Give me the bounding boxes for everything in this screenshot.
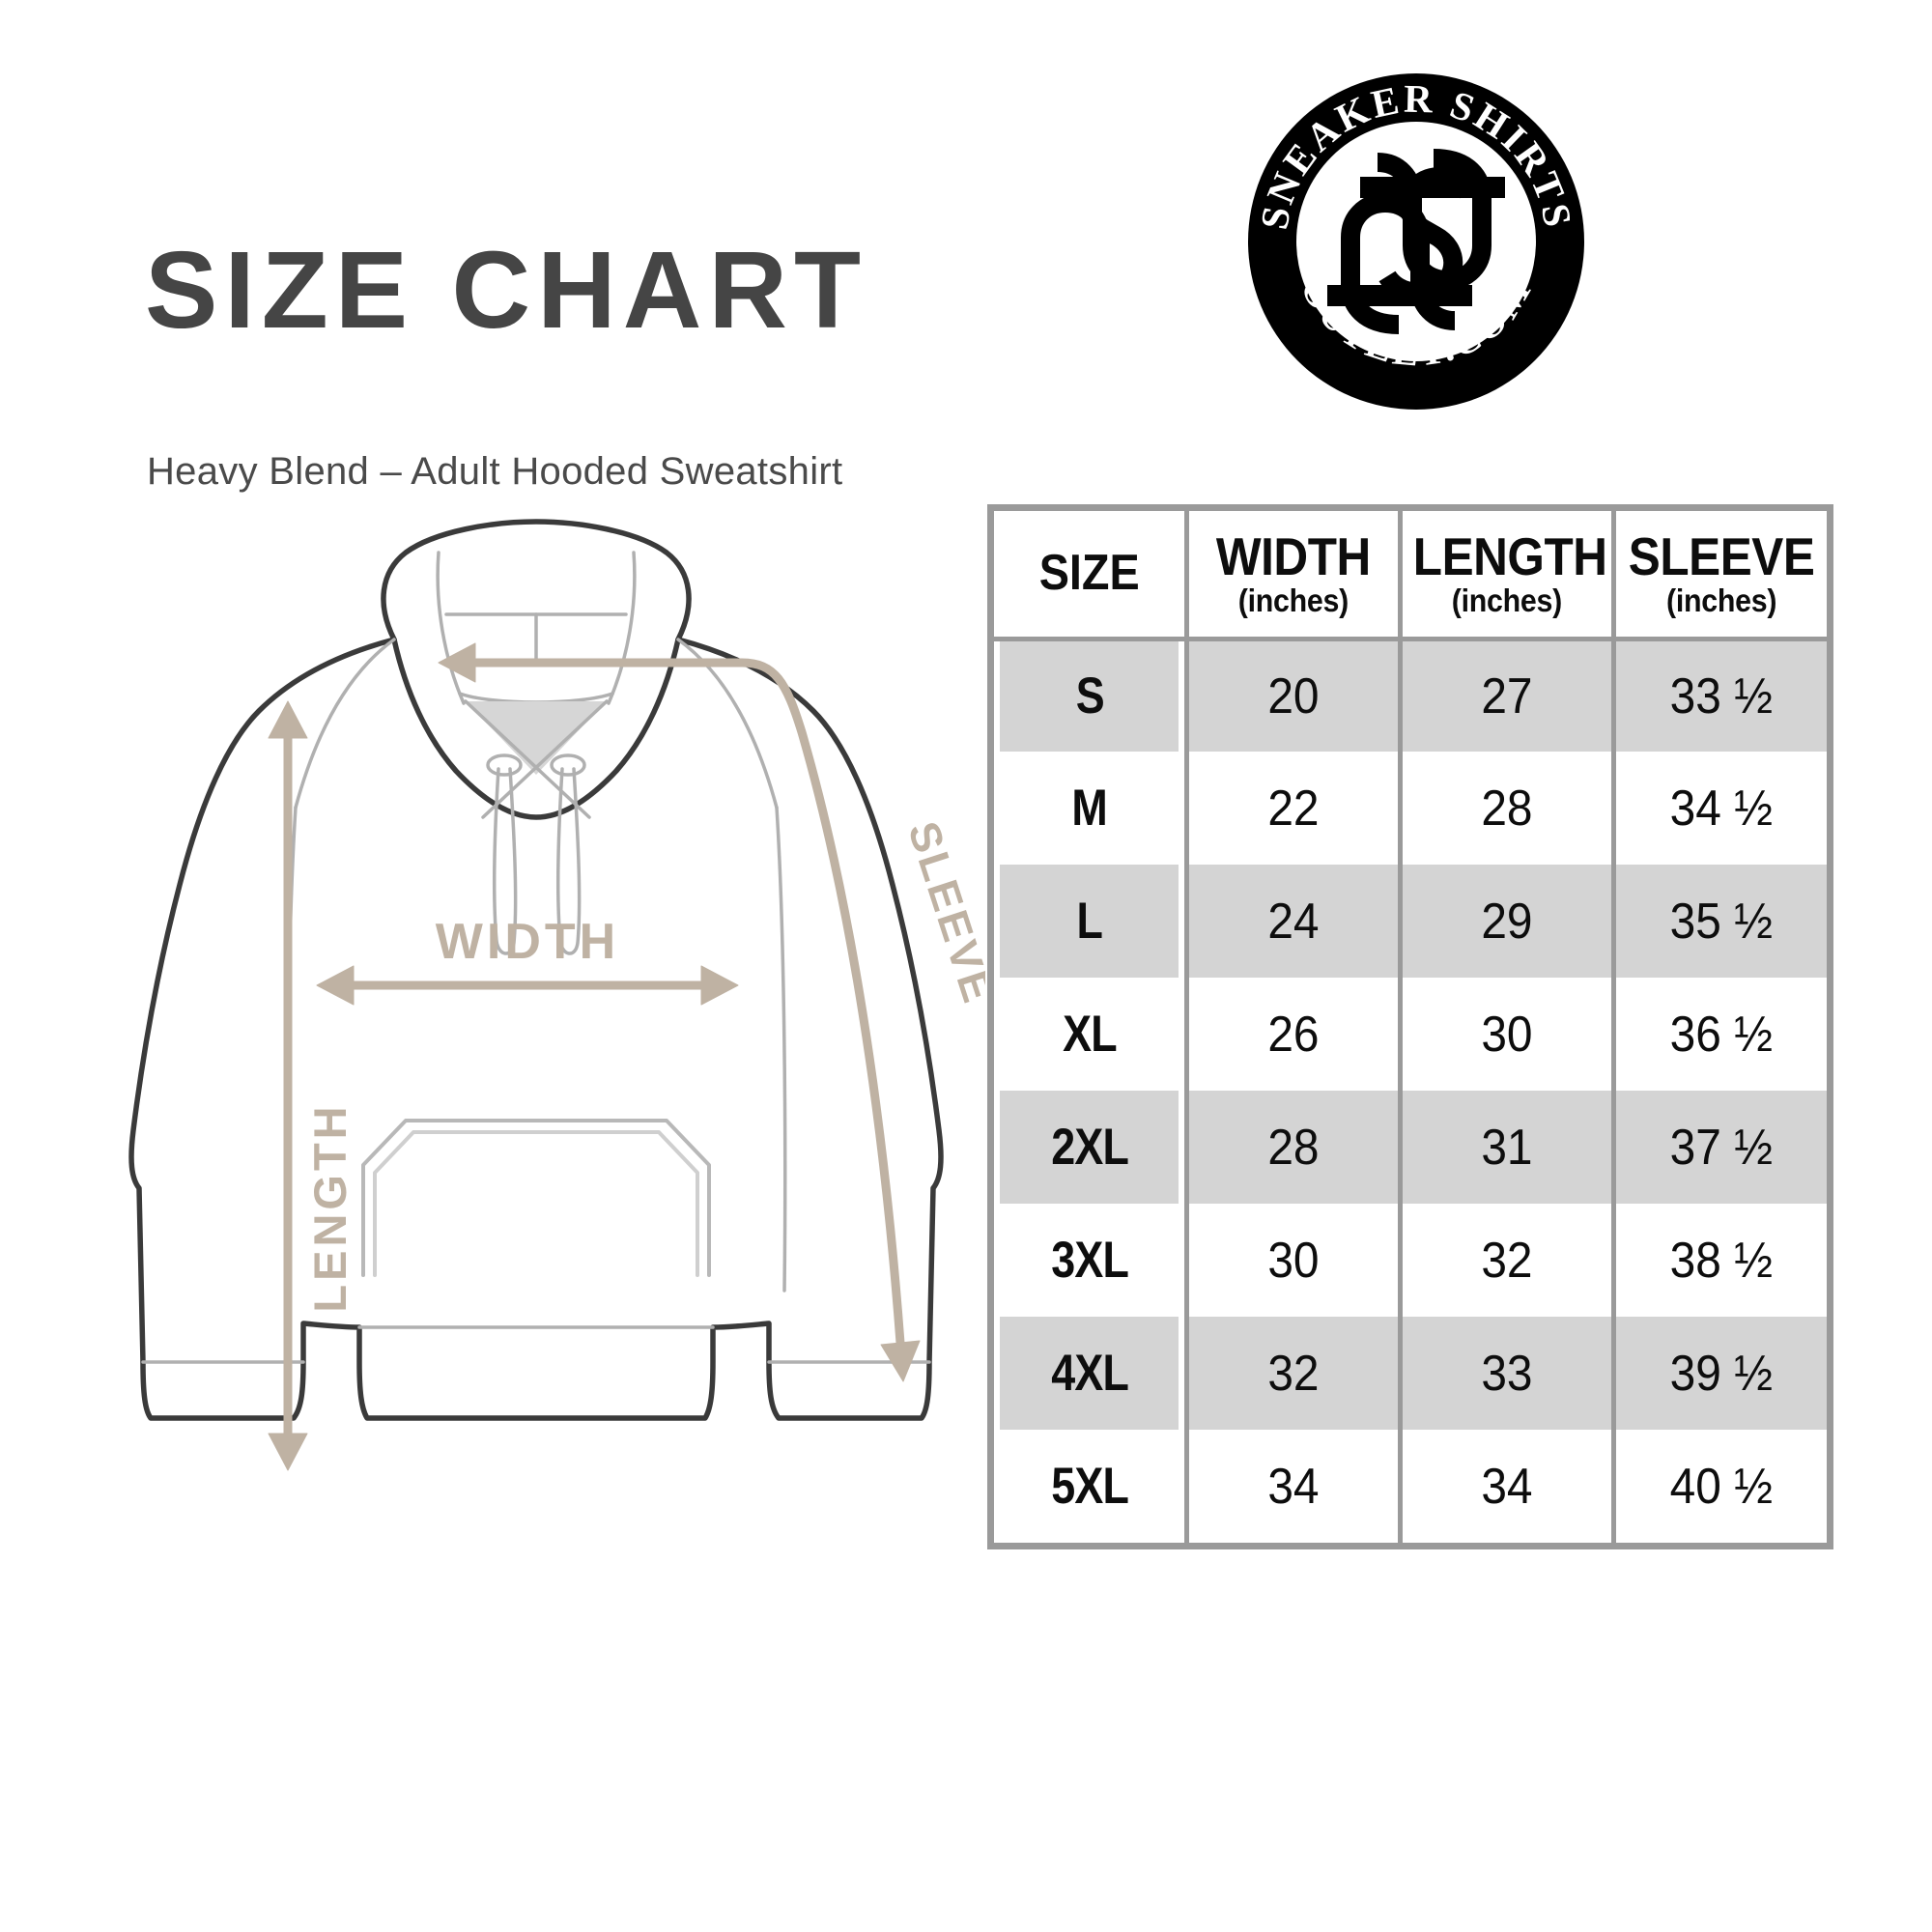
size-table: SIZE WIDTH (inches) LENGTH (inches) SLEE…: [994, 511, 1827, 1543]
column-header-width-unit: (inches): [1238, 582, 1350, 619]
sleeve-label: SLEEVE: [898, 815, 985, 1010]
cell-sleeve: 33 ½: [1610, 639, 1827, 752]
table-header-row: SIZE WIDTH (inches) LENGTH (inches) SLEE…: [994, 511, 1827, 641]
cell-width: 24: [1184, 865, 1401, 978]
cell-sleeve: 40 ½: [1610, 1430, 1827, 1543]
size-table-container: SIZE WIDTH (inches) LENGTH (inches) SLEE…: [987, 504, 1833, 1549]
column-header-sleeve-unit: (inches): [1665, 582, 1777, 619]
logo-monogram: [1327, 149, 1505, 334]
cell-length: 28: [1398, 752, 1614, 865]
hoodie-illustration: WIDTH LENGTH SLEEVE: [87, 512, 985, 1565]
length-label: LENGTH: [304, 1102, 355, 1312]
pocket-outline-inner: [373, 1130, 699, 1277]
shoulder-seam-right: [676, 638, 779, 810]
column-header-length-label: LENGTH: [1412, 526, 1607, 587]
cell-size: 3XL: [999, 1204, 1181, 1317]
cell-sleeve: 35 ½: [1610, 865, 1827, 978]
cell-length: 33: [1398, 1317, 1614, 1430]
column-header-size-label: SIZE: [1038, 545, 1140, 602]
column-header-length: LENGTH (inches): [1398, 511, 1614, 641]
table-row: L 24 29 35 ½: [994, 865, 1827, 978]
cell-size: XL: [999, 978, 1181, 1091]
cell-width: 34: [1184, 1430, 1401, 1543]
sleeve-seam-right: [775, 806, 787, 1293]
cell-width: 26: [1184, 978, 1401, 1091]
length-arrow-head-top: [268, 700, 308, 739]
drawstring-left: [493, 767, 518, 955]
cell-length: 29: [1398, 865, 1614, 978]
hood-seam-lower: [458, 692, 614, 704]
cell-length: 30: [1398, 978, 1614, 1091]
width-label: WIDTH: [436, 914, 619, 970]
cell-sleeve: 39 ½: [1610, 1317, 1827, 1430]
column-header-sleeve: SLEEVE (inches): [1610, 511, 1827, 641]
page-title: SIZE CHART: [145, 229, 867, 351]
table-row: S 20 27 33 ½: [994, 639, 1827, 752]
sleeve-arrow-line: [457, 658, 905, 1348]
cell-width: 30: [1184, 1204, 1401, 1317]
column-header-width-label: WIDTH: [1216, 526, 1372, 587]
column-header-width: WIDTH (inches): [1184, 511, 1401, 641]
brand-logo: SNEAKER SHIRTS OUTLET.COM: [1244, 70, 1588, 413]
cell-length: 27: [1398, 639, 1614, 752]
grommet-left: [486, 753, 523, 777]
sleeve-arrow-head-cuff: [880, 1340, 921, 1382]
cell-size: L: [999, 865, 1181, 978]
cell-width: 20: [1184, 639, 1401, 752]
pocket-outline-outer: [361, 1119, 711, 1277]
cell-size: 2XL: [999, 1091, 1181, 1204]
cell-sleeve: 34 ½: [1610, 752, 1827, 865]
size-table-head: SIZE WIDTH (inches) LENGTH (inches) SLEE…: [994, 511, 1827, 641]
width-arrow-head-right: [700, 965, 739, 1006]
column-header-sleeve-label: SLEEVE: [1628, 526, 1815, 587]
table-row: 2XL 28 31 37 ½: [994, 1091, 1827, 1204]
neck-cross-right: [481, 699, 609, 819]
table-row: 3XL 30 32 38 ½: [994, 1204, 1827, 1317]
hoodie-body-outline: [128, 637, 944, 1421]
page-subtitle: Heavy Blend – Adult Hooded Sweatshirt: [147, 450, 843, 493]
column-header-length-unit: (inches): [1451, 582, 1563, 619]
cell-width: 22: [1184, 752, 1401, 865]
size-table-body: S 20 27 33 ½ M 22 28 34 ½ L 24 29 35 ½ XL 26 30 36 ½ 2XL…: [994, 639, 1827, 1543]
table-row: 4XL 32 33 39 ½: [994, 1317, 1827, 1430]
cell-width: 28: [1184, 1091, 1401, 1204]
cell-sleeve: 36 ½: [1610, 978, 1827, 1091]
hood-lining-right: [607, 551, 637, 705]
length-arrow-head-bottom: [268, 1433, 308, 1471]
cell-length: 34: [1398, 1430, 1614, 1543]
hood-lining-left: [436, 551, 466, 705]
cell-sleeve: 38 ½: [1610, 1204, 1827, 1317]
width-arrow-head-left: [316, 965, 355, 1006]
drawstring-right: [556, 767, 582, 955]
cell-length: 31: [1398, 1091, 1614, 1204]
cell-size: 4XL: [999, 1317, 1181, 1430]
cell-size: M: [999, 752, 1181, 865]
neck-opening: [466, 701, 607, 775]
neck-cross-left: [464, 699, 591, 819]
cell-width: 32: [1184, 1317, 1401, 1430]
shoulder-seam-left: [294, 638, 396, 810]
cell-size: S: [999, 639, 1181, 752]
sleeve-arrow-head-neck: [438, 642, 476, 683]
table-row: XL 26 30 36 ½: [994, 978, 1827, 1091]
table-row: 5XL 34 34 40 ½: [994, 1430, 1827, 1543]
grommet-right: [550, 753, 586, 777]
cell-sleeve: 37 ½: [1610, 1091, 1827, 1204]
cell-length: 32: [1398, 1204, 1614, 1317]
cell-size: 5XL: [999, 1430, 1181, 1543]
table-row: M 22 28 34 ½: [994, 752, 1827, 865]
column-header-size: SIZE: [994, 511, 1187, 641]
